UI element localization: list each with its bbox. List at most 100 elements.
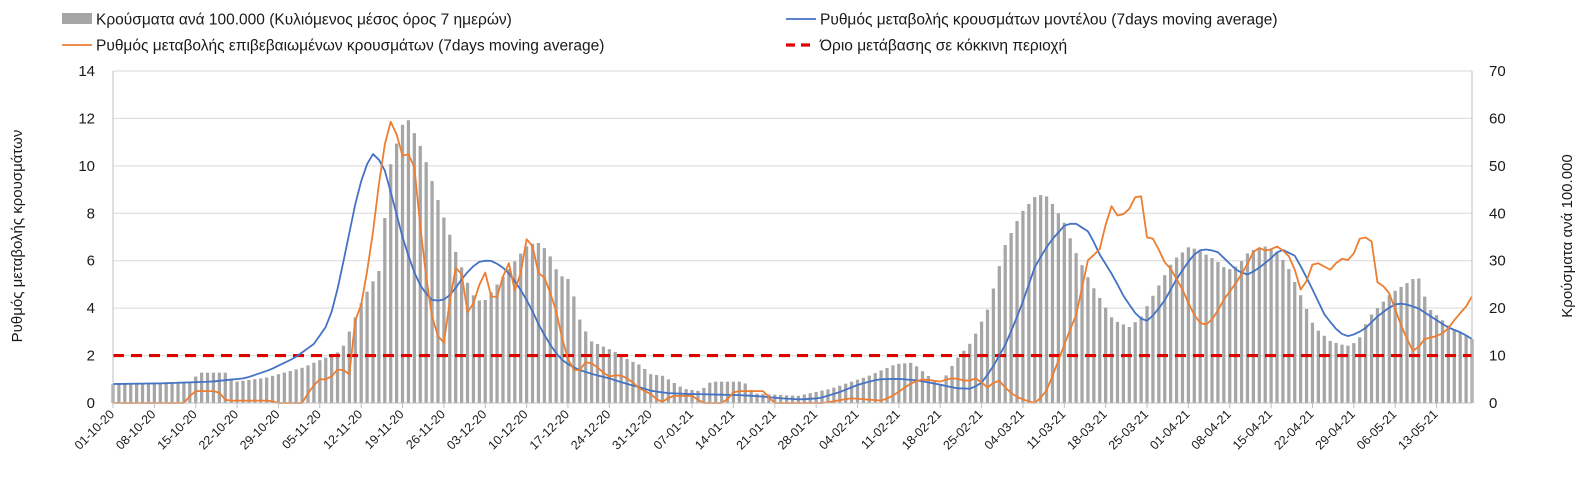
- bar: [495, 284, 499, 403]
- bar: [1281, 259, 1285, 403]
- bar: [465, 282, 470, 403]
- bar: [855, 379, 860, 403]
- bar: [666, 379, 671, 403]
- bar: [312, 362, 316, 403]
- bar: [1263, 246, 1267, 403]
- gridlines: [113, 70, 1472, 357]
- legend-item-model: Ρυθμός μεταβολής κρουσμάτων μοντέλου (7d…: [786, 12, 1278, 29]
- y2-tick-label: 30: [1489, 253, 1506, 270]
- bar: [873, 373, 877, 403]
- bar: [1009, 233, 1013, 403]
- bar: [176, 382, 180, 403]
- y2-tick-label: 10: [1489, 348, 1506, 365]
- bar: [1068, 238, 1072, 403]
- bar: [146, 383, 151, 403]
- bar: [412, 133, 416, 403]
- bar: [1328, 340, 1332, 403]
- bar: [1216, 261, 1220, 403]
- bar: [1381, 301, 1385, 403]
- bar: [1021, 210, 1025, 403]
- bar: [436, 200, 440, 403]
- bar: [743, 383, 747, 403]
- bar: [524, 246, 529, 403]
- bar: [1027, 203, 1031, 403]
- x-tick-label: 01-04-21: [1147, 407, 1192, 452]
- legend-label-confirmed: Ρυθμός μεταβολής επιβεβαιωμένων κρουσμάτ…: [96, 38, 604, 55]
- bar: [1434, 315, 1439, 403]
- x-tick-label: 18-02-21: [899, 407, 944, 452]
- y2-tick-label: 50: [1489, 158, 1506, 175]
- x-tick-label: 28-01-21: [775, 407, 820, 452]
- bar: [1198, 251, 1202, 403]
- bar: [1446, 325, 1450, 403]
- bar: [1287, 269, 1291, 403]
- bar: [241, 380, 245, 403]
- model-rate-line: [112, 153, 1473, 401]
- bar-series: [111, 120, 1474, 404]
- x-tick-label: 19-11-20: [362, 407, 407, 452]
- bar: [548, 256, 552, 403]
- bar: [229, 379, 233, 403]
- bar: [406, 120, 411, 403]
- y-axis-title: Ρυθμός μεταβολής κρουσμάτων: [9, 130, 26, 343]
- bar: [1092, 288, 1096, 403]
- bar: [519, 253, 523, 403]
- x-tick-label: 08-04-21: [1189, 407, 1234, 452]
- bar: [903, 363, 907, 403]
- bar: [891, 365, 895, 403]
- bar: [341, 345, 346, 403]
- bar: [696, 390, 700, 403]
- bar: [1133, 322, 1137, 403]
- bar: [1452, 329, 1456, 403]
- legend-label-threshold: Όριο μετάβασης σε κόκκινη περιοχή: [819, 38, 1067, 55]
- bar: [1310, 322, 1315, 403]
- legend-label-bars: Κρούσματα ανά 100.000 (Κυλιόμενος μέσος …: [96, 12, 512, 29]
- y-tick-label: 12: [78, 110, 95, 127]
- bar: [844, 383, 848, 403]
- bar: [755, 393, 759, 403]
- y-tick-label: 8: [87, 205, 95, 222]
- bar: [1275, 252, 1279, 403]
- bar: [389, 164, 393, 403]
- bar: [991, 288, 996, 403]
- y2-tick-label: 60: [1489, 110, 1506, 127]
- bar: [1115, 321, 1120, 403]
- bar: [1464, 335, 1468, 403]
- bar: [725, 381, 730, 403]
- legend-label-model: Ρυθμός μεταβολής κρουσμάτων μοντέλου (7d…: [820, 12, 1278, 29]
- bar: [637, 364, 641, 403]
- bar: [1440, 320, 1445, 403]
- bar: [471, 295, 476, 403]
- legend-item-threshold: Όριο μετάβασης σε κόκκινη περιοχή: [786, 38, 1067, 55]
- bar: [979, 321, 984, 403]
- x-tick-label: 12-11-20: [321, 407, 366, 452]
- x-tick-label: 21-01-21: [734, 407, 779, 452]
- bar: [1163, 275, 1167, 403]
- bar: [1086, 277, 1090, 403]
- bar: [542, 248, 546, 403]
- bar: [578, 319, 582, 403]
- bar: [1015, 220, 1019, 403]
- bar: [123, 383, 127, 403]
- bar: [625, 358, 629, 403]
- x-tick-label: 08-10-20: [113, 407, 158, 452]
- bar: [584, 331, 588, 403]
- bar: [477, 300, 481, 403]
- bar: [223, 372, 227, 403]
- x-tick-label: 15-04-21: [1230, 407, 1275, 452]
- bar: [270, 375, 275, 403]
- bar: [329, 355, 334, 403]
- bar: [1358, 337, 1362, 403]
- bar: [359, 303, 363, 403]
- bar: [1340, 344, 1344, 403]
- bar: [140, 383, 145, 403]
- bar: [926, 375, 931, 403]
- bar: [950, 365, 954, 403]
- bar: [1458, 332, 1462, 403]
- bar: [1033, 197, 1037, 403]
- x-tick-label: 04-03-21: [982, 407, 1027, 452]
- bar: [394, 143, 399, 403]
- bar: [1299, 295, 1303, 403]
- bar: [1364, 324, 1368, 403]
